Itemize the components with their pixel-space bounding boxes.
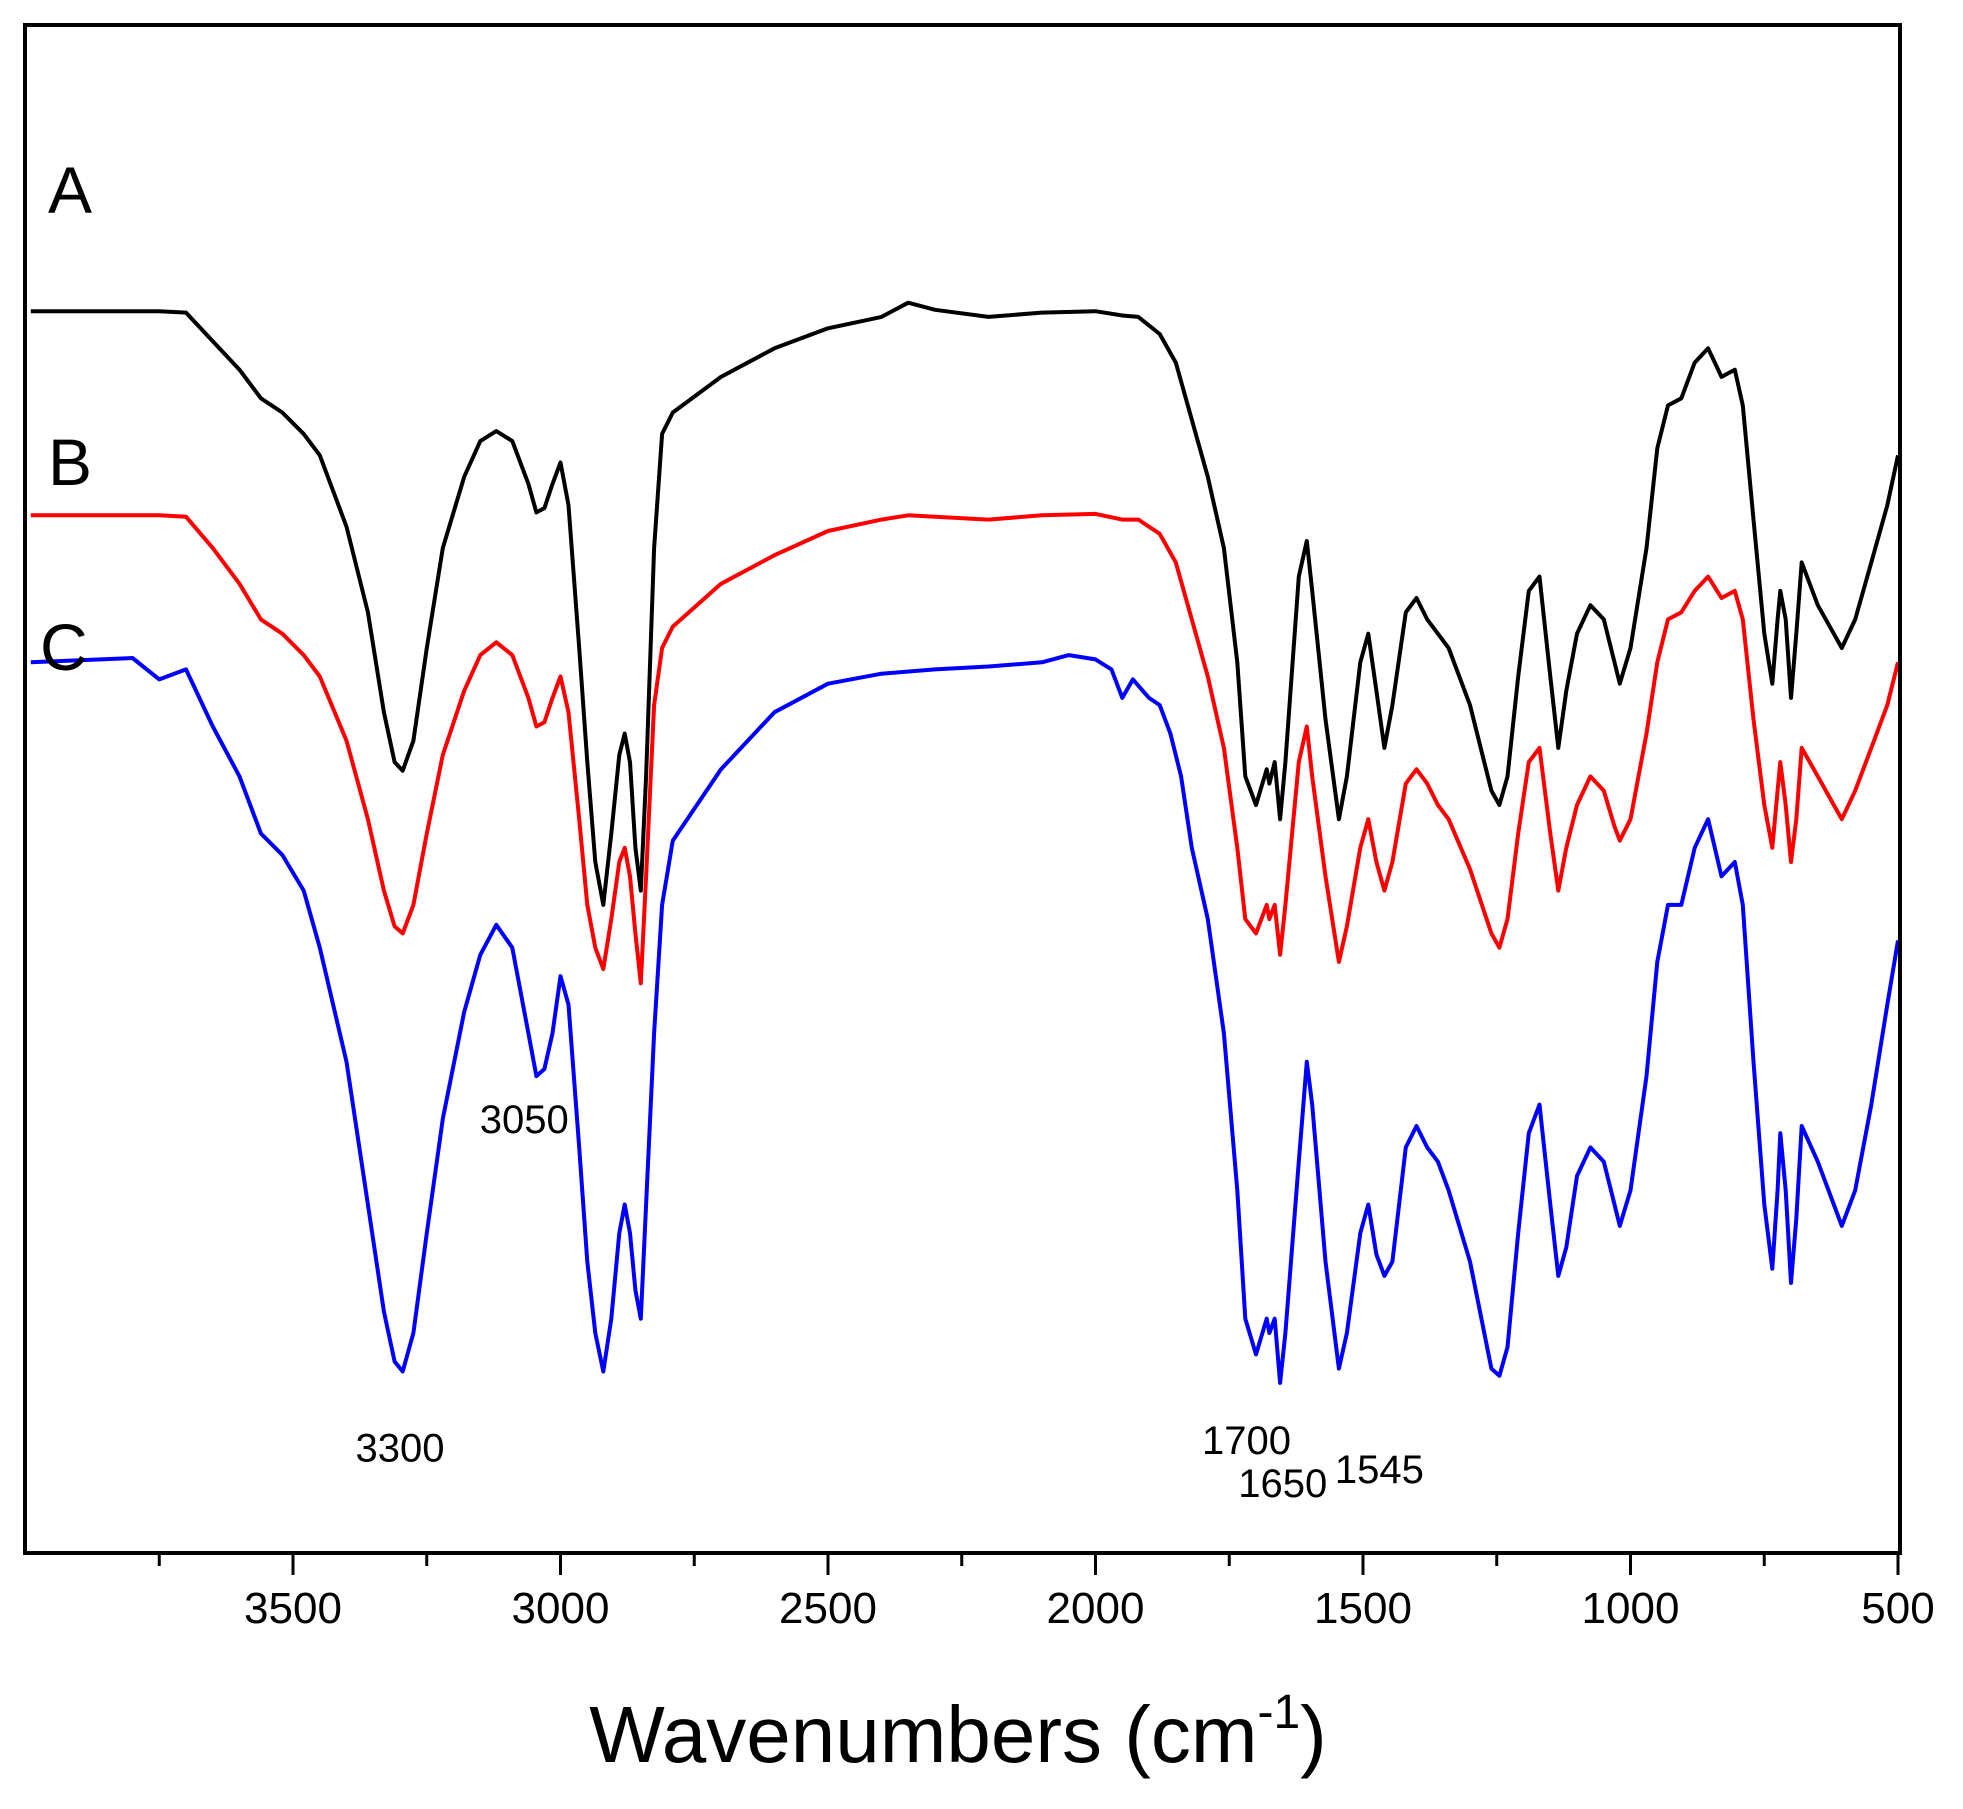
x-axis-title: Wavenumbers (cm-1) <box>589 1686 1327 1779</box>
x-axis-title-superscript: -1 <box>1257 1686 1300 1739</box>
series-label-b: B <box>48 425 92 499</box>
x-tick-label-3000: 3000 <box>512 1584 610 1633</box>
x-tick-label-3500: 3500 <box>244 1584 342 1633</box>
series-line-c <box>30 653 1900 1385</box>
x-tick-label-500: 500 <box>1861 1584 1934 1633</box>
x-tick-label-1500: 1500 <box>1314 1584 1412 1633</box>
series-line-b <box>30 511 1900 986</box>
peak-label-1545: 1545 <box>1335 1448 1424 1492</box>
peak-label-3300: 3300 <box>356 1426 445 1470</box>
x-axis-title-close: ) <box>1300 1690 1327 1779</box>
x-tick-label-2000: 2000 <box>1047 1584 1145 1633</box>
series-line-a <box>30 300 1900 907</box>
series-label-c: C <box>40 610 88 684</box>
x-tick-label-2500: 2500 <box>779 1584 877 1633</box>
series-layer <box>30 300 1900 1385</box>
series-label-a: A <box>48 153 92 227</box>
peak-label-1700: 1700 <box>1202 1419 1291 1463</box>
x-axis-ticks: 3500 3000 2500 2000 1500 1000 500 <box>157 1553 1935 1633</box>
peak-label-1650: 1650 <box>1238 1462 1327 1506</box>
x-tick-label-1000: 1000 <box>1582 1584 1680 1633</box>
peak-label-3050: 3050 <box>480 1098 569 1142</box>
x-axis-title-main: Wavenumbers (cm <box>589 1690 1257 1779</box>
